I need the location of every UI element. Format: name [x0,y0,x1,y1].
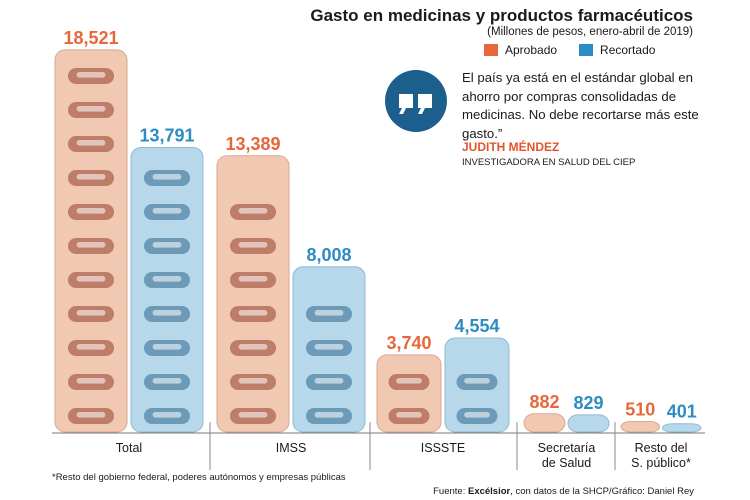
pill-highlight-icon [152,276,182,282]
pill-highlight-icon [152,344,182,350]
pill-highlight-icon [152,412,182,418]
pill-highlight-icon [238,242,268,248]
pill-highlight-icon [152,242,182,248]
legend-item-cut: Recortado [579,43,655,57]
source-suffix: , con datos de la SHCP/Gráfico: Daniel R… [510,486,694,497]
pill-highlight-icon [76,208,106,214]
pill-highlight-icon [314,310,344,316]
pill-highlight-icon [152,174,182,180]
pill-highlight-icon [76,140,106,146]
value-label-approved-2: 13,389 [225,134,280,154]
category-label-5: S. público* [631,456,691,470]
pill-highlight-icon [76,378,106,384]
pill-highlight-icon [238,378,268,384]
legend-item-approved: Aprobado [484,43,557,57]
pill-highlight-icon [76,72,106,78]
source-brand: Excélsior [467,486,511,497]
pill-highlight-icon [314,378,344,384]
value-label-cut-5: 401 [667,402,697,422]
value-label-cut-2: 8,008 [306,245,351,265]
value-label-cut-1: 13,791 [139,125,194,145]
chart-subtitle: (Millones de pesos, enero-abril de 2019) [487,26,693,38]
pill-highlight-icon [152,310,182,316]
quote-text: El país ya está en el estándar global en… [462,70,699,141]
legend-swatch-cut [579,44,594,56]
bar-approved-5 [620,420,660,433]
pill-highlight-icon [76,242,106,248]
pill-highlight-icon [152,378,182,384]
pill-highlight-icon [396,412,422,418]
quote-author: JUDITH MÉNDEZ [462,140,560,154]
pill-highlight-icon [76,106,106,112]
bar-cut-5 [662,423,702,433]
pill-highlight-icon [152,208,182,214]
value-label-cut-4: 829 [573,393,603,413]
pill-highlight-icon [238,412,268,418]
legend-swatch-approved [484,44,498,56]
value-label-approved-3: 3,740 [386,333,431,353]
bar-approved-2 [216,155,290,433]
source-credit: Fuente: Excélsior, con datos de la SHCP/… [433,486,694,497]
pill-highlight-icon [238,344,268,350]
category-label-3: ISSSTE [421,441,465,455]
category-label-4: Secretaría [538,441,596,455]
pill-highlight-icon [76,310,106,316]
category-label-2: IMSS [276,441,307,455]
pill-highlight-icon [238,208,268,214]
quote-author-role: INVESTIGADORA EN SALUD DEL CIEP [462,157,636,168]
footnote: *Resto del gobierno federal, poderes aut… [52,472,346,483]
pill-highlight-icon [76,412,106,418]
legend-label-cut: Recortado [600,43,656,57]
category-label-4: de Salud [542,456,591,470]
pill-highlight-icon [464,378,490,384]
value-label-approved-4: 882 [529,392,559,412]
legend: Aprobado Recortado [484,43,655,57]
category-label-5: Resto del [635,441,688,455]
pill-highlight-icon [238,276,268,282]
value-label-approved-5: 510 [625,399,655,419]
bar-cut-4 [567,414,610,433]
pill-highlight-icon [396,378,422,384]
pill-highlight-icon [464,412,490,418]
pill-highlight-icon [238,310,268,316]
pill-highlight-icon [314,412,344,418]
legend-label-approved: Aprobado [505,43,558,57]
pill-highlight-icon [314,344,344,350]
pill-highlight-icon [76,344,106,350]
chart-title: Gasto en medicinas y productos farmacéut… [310,6,693,25]
category-label-1: Total [116,441,142,455]
value-label-approved-1: 18,521 [63,28,118,48]
value-label-cut-3: 4,554 [454,316,499,336]
bar-approved-4 [523,413,566,433]
pill-highlight-icon [76,174,106,180]
pill-highlight-icon [76,276,106,282]
quote-marks-icon [385,70,447,132]
source-prefix: Fuente: [433,486,468,497]
